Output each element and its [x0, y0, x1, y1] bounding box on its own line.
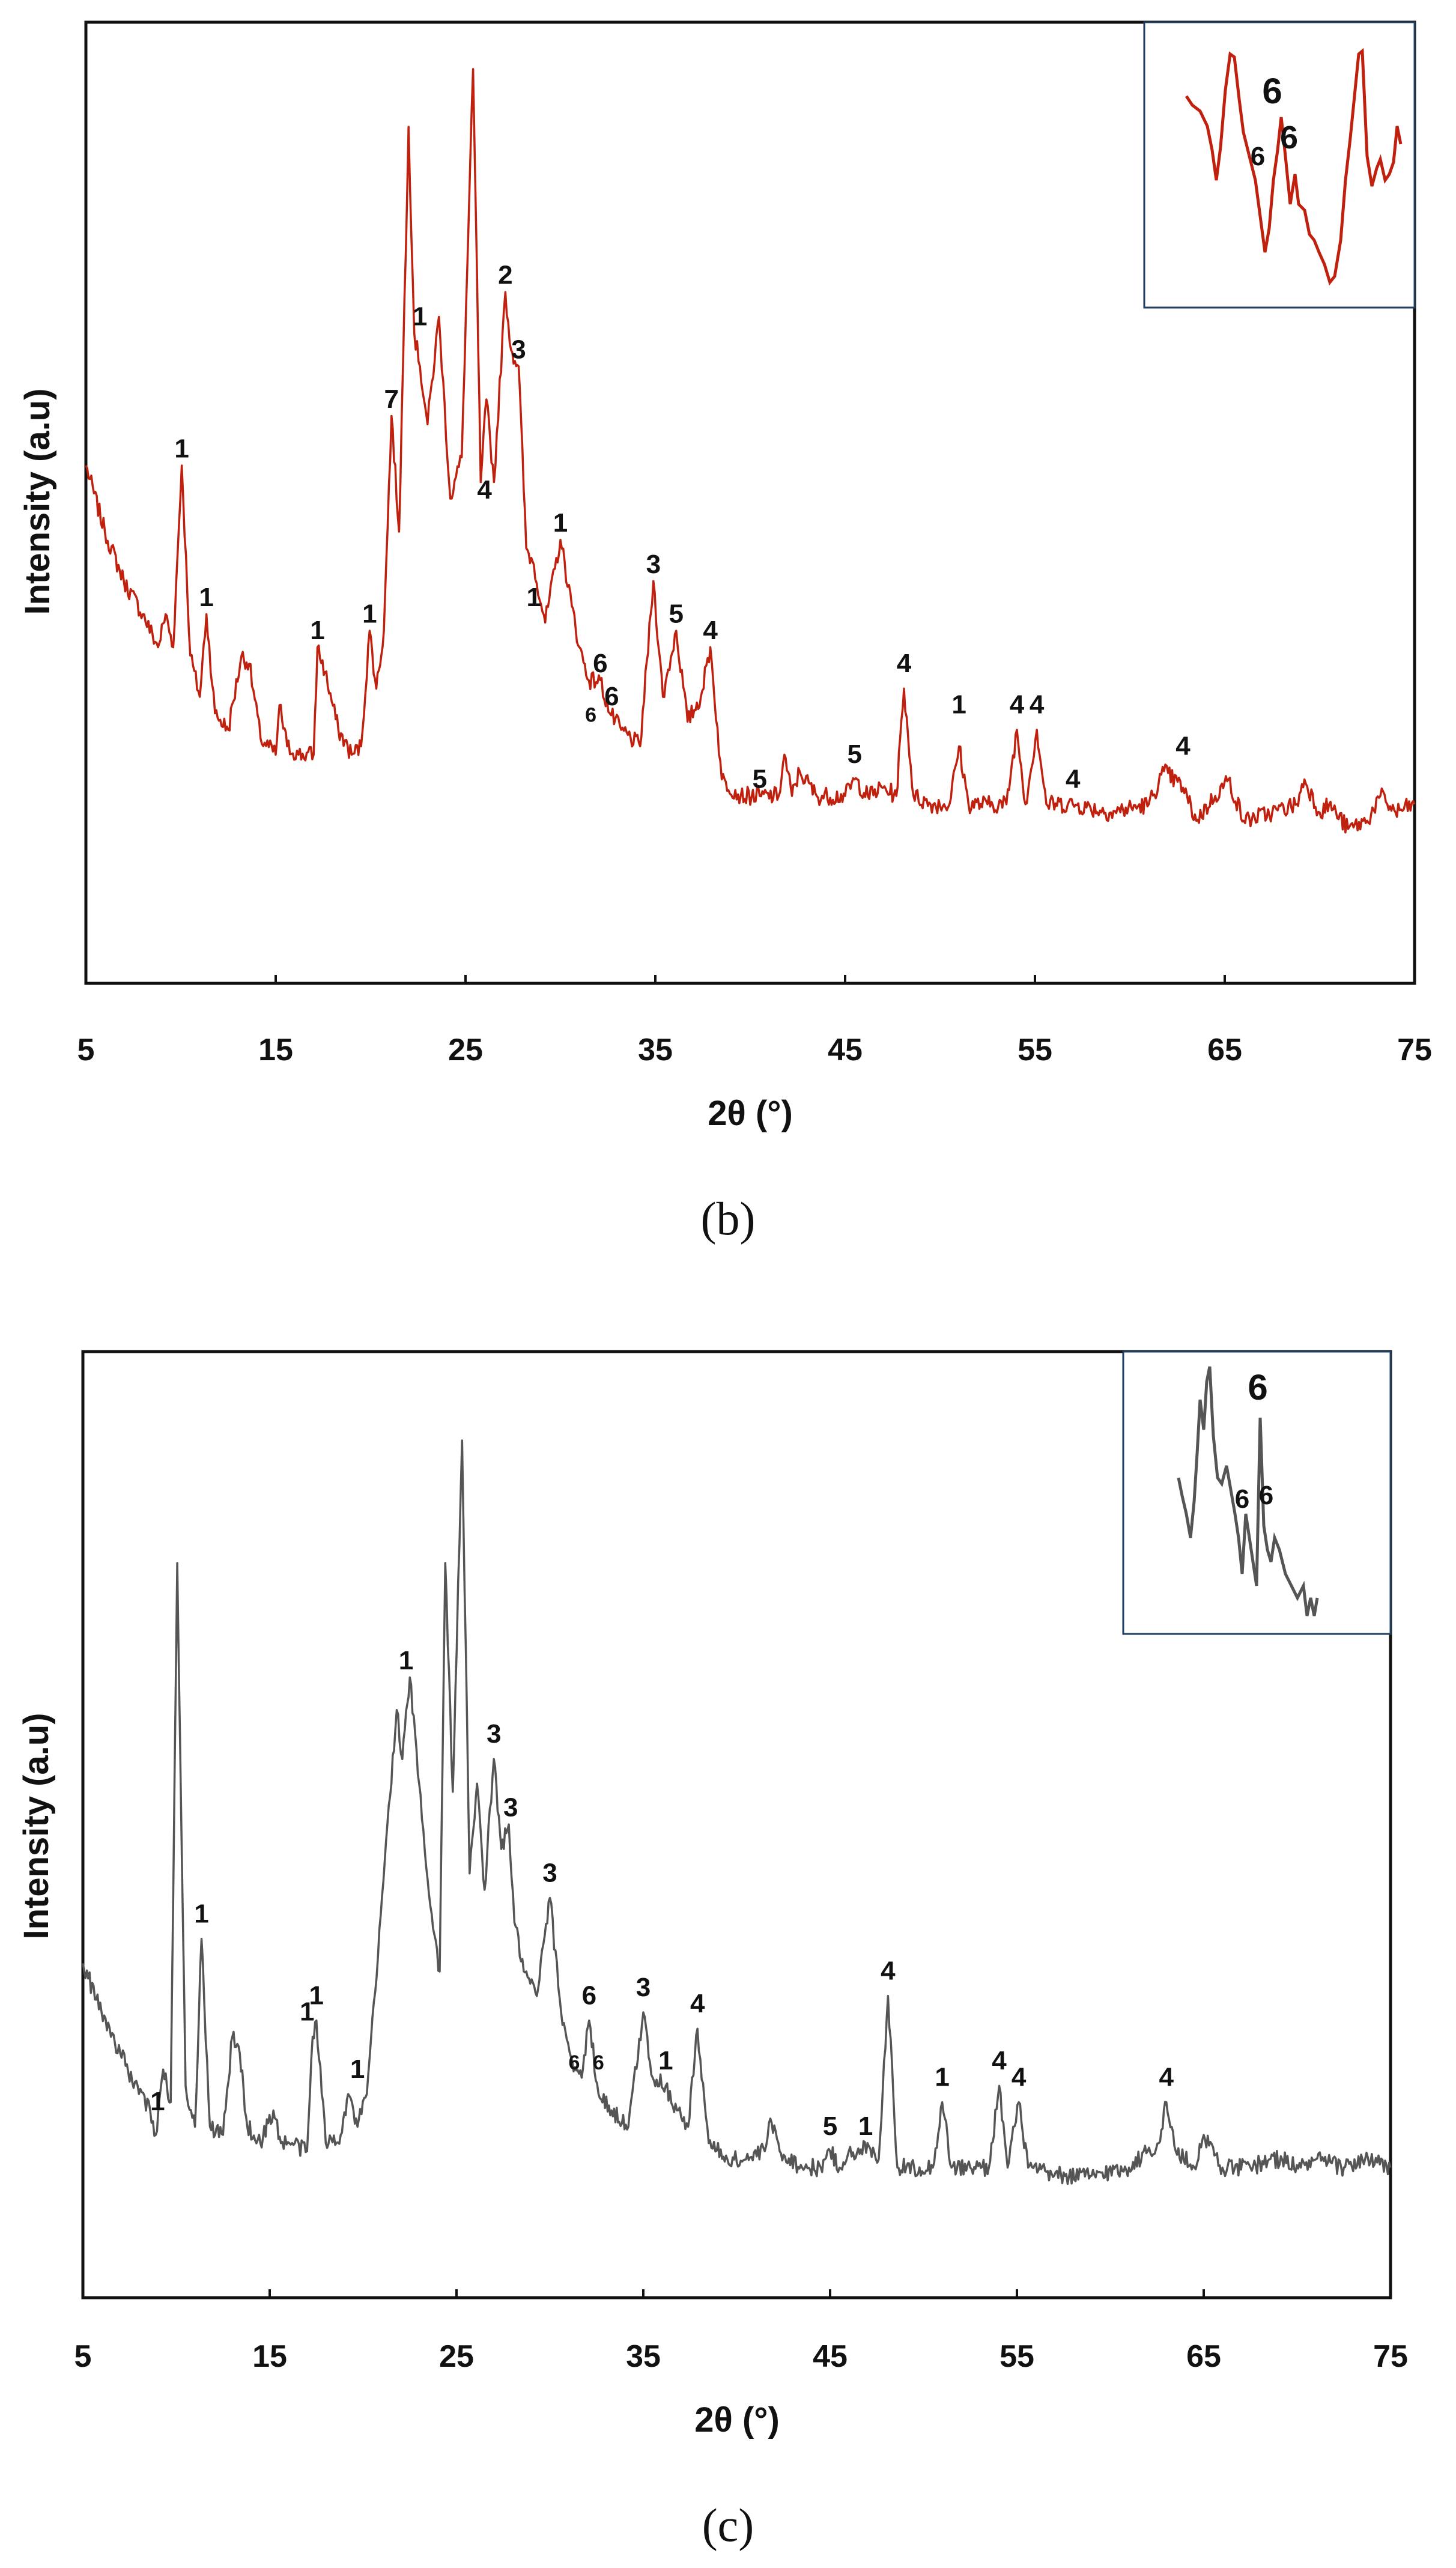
peak-label: 1 [199, 583, 213, 612]
inset-trace-b [1185, 47, 1403, 286]
x-axis-title-b: 2θ (°) [708, 1094, 793, 1133]
x-tick-label: 35 [626, 2339, 661, 2374]
peak-label: 1 [413, 302, 427, 331]
x-tick-label: 65 [1207, 1033, 1242, 1067]
peak-label: 1 [310, 616, 324, 645]
x-tick-label: 55 [1018, 1033, 1052, 1067]
peak-label: 6 [604, 682, 619, 711]
peak-label: 1 [858, 2111, 873, 2141]
peak-label: 4 [881, 1956, 896, 1986]
x-tick-label: 25 [448, 1033, 483, 1067]
x-tick-label: 15 [258, 1033, 293, 1067]
plot-frame-c [81, 1350, 1392, 2299]
y-axis-title-c: Intensity (a.u) [17, 1713, 56, 1939]
peak-label: 1 [362, 599, 377, 628]
peak-label: 5 [823, 2111, 837, 2141]
peak-label: 6 [585, 703, 596, 726]
x-tick-label: 5 [74, 2339, 92, 2374]
peak-label: 3 [503, 1793, 518, 1823]
inset-frame-c [1122, 1350, 1392, 1635]
peak-label: 1 [658, 2046, 673, 2075]
panel-label-b: (b) [701, 1192, 756, 1245]
peak-label: 1 [527, 583, 541, 612]
peak-label: 4 [1175, 731, 1191, 760]
peak-label: 6 [568, 2051, 580, 2074]
series-line-c [82, 1439, 1392, 2185]
x-tick-label: 45 [813, 2339, 848, 2374]
peak-label: 4 [992, 2046, 1007, 2075]
panel-label-c: (c) [702, 2499, 754, 2551]
peak-label: 5 [848, 739, 862, 769]
peak-label: 4 [1159, 2062, 1174, 2092]
peak-label: 4 [897, 649, 912, 678]
peak-label: 4 [690, 1989, 705, 2018]
series-line-b [85, 68, 1416, 834]
peak-label: 1 [309, 1981, 324, 2010]
inset-label-small-b: 6 [1251, 142, 1265, 171]
peak-label: 1 [951, 690, 966, 720]
peak-label: 7 [384, 384, 399, 414]
peak-label: 1 [174, 434, 189, 463]
plot-frame-b [84, 20, 1416, 985]
peak-label: 1 [150, 2087, 165, 2116]
x-tick-label: 45 [828, 1033, 863, 1067]
x-tick-labels-c: 5 15 25 35 45 55 65 75 [74, 2289, 1408, 2374]
x-tick-label: 75 [1397, 1033, 1432, 1067]
inset-label-medium-b: 6 [1280, 120, 1298, 156]
peak-label: 2 [498, 261, 512, 290]
peak-label: 4 [1012, 2062, 1027, 2092]
x-axis-title-c: 2θ (°) [694, 2400, 780, 2439]
peak-label: 1 [350, 2054, 365, 2084]
peak-label: 4 [703, 616, 718, 645]
peak-label: 6 [582, 1981, 596, 2010]
x-tick-label: 15 [252, 2339, 287, 2374]
x-tick-label: 35 [638, 1033, 673, 1067]
inset-label-large-c: 6 [1248, 1367, 1267, 1407]
peak-label: 4 [1030, 690, 1045, 720]
peak-label: 5 [669, 599, 684, 628]
x-tick-label: 65 [1186, 2339, 1221, 2374]
peak-label: 1 [194, 1899, 208, 1928]
inset-trace-c [1177, 1366, 1319, 1616]
series-group-c [82, 1439, 1392, 2185]
inset-label-small-c-2: 6 [1259, 1481, 1273, 1510]
peak-label: 5 [753, 764, 767, 794]
peak-label: 1 [300, 1997, 314, 2027]
peak-label: 3 [646, 550, 661, 579]
peak-label: 6 [593, 2051, 604, 2074]
peak-label: 1 [399, 1646, 413, 1675]
x-tick-label: 25 [439, 2339, 474, 2374]
peak-label: 3 [511, 335, 526, 364]
x-tick-label: 75 [1373, 2339, 1408, 2374]
inset-frame-b [1143, 21, 1416, 309]
inset-c: 6 6 6 [1122, 1350, 1392, 1635]
peak-label: 1 [935, 2062, 949, 2092]
x-tick-labels-b: 5 15 25 35 45 55 65 75 [77, 975, 1432, 1067]
inset-b: 6 6 6 [1143, 21, 1416, 309]
peak-label: 1 [553, 508, 568, 538]
peak-label: 4 [477, 475, 492, 505]
x-tick-label: 5 [77, 1033, 95, 1067]
peak-label: 4 [1010, 690, 1025, 720]
peak-label: 3 [487, 1719, 501, 1749]
peak-label: 3 [542, 1858, 557, 1887]
inset-label-large-b: 6 [1262, 71, 1282, 111]
peak-label: 4 [1066, 764, 1081, 794]
peak-label: 6 [593, 649, 607, 678]
y-axis-title-b: Intensity (a.u) [18, 388, 57, 615]
x-tick-label: 55 [999, 2339, 1034, 2374]
series-group-b [85, 68, 1416, 834]
inset-label-small-c-1: 6 [1235, 1484, 1249, 1514]
peak-label: 3 [636, 1973, 651, 2002]
